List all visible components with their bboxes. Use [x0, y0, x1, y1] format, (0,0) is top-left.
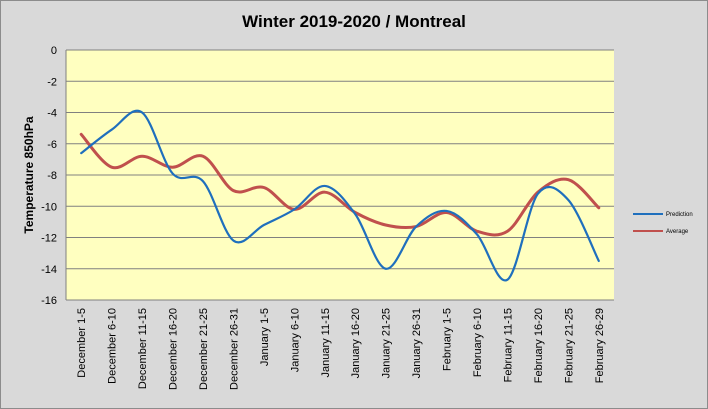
x-tick-label: January 26-31: [411, 308, 423, 378]
y-tick-labels: 0 -2 -4 -6 -8 -10 -12 -14 -16: [41, 45, 57, 307]
grid-lines: [66, 49, 614, 301]
x-tick-label: February 26-29: [594, 308, 606, 383]
x-tick-label: January 1-5: [259, 308, 271, 366]
series-lines: [79, 109, 601, 282]
x-tick-label: February 16-20: [533, 308, 545, 383]
x-tick-label: December 26-31: [228, 308, 240, 390]
y-tick-label: -10: [41, 201, 57, 213]
y-tick-label: -4: [47, 108, 57, 120]
y-axis-label: Temperature 850hPa: [22, 116, 36, 233]
x-tick-label: December 1-5: [76, 308, 88, 378]
legend: Prediction Average: [633, 212, 693, 235]
x-tick-label: January 21-25: [381, 308, 393, 378]
x-tick-label: February 21-25: [563, 308, 575, 383]
y-tick-label: 0: [51, 45, 57, 57]
average-line: [79, 132, 601, 237]
x-tick-label: February 1-5: [442, 308, 454, 371]
y-tick-label: -16: [41, 295, 57, 307]
x-tick-label: December 6-10: [107, 308, 119, 384]
x-tick-labels: December 1-5 December 6-10 December 11-15 D…: [76, 308, 606, 390]
x-tick-label: January 16-20: [350, 308, 362, 378]
prediction-line: [80, 109, 600, 282]
legend-label-average: Average: [666, 229, 689, 235]
x-tick-label: December 21-25: [198, 308, 210, 390]
chart-title: Winter 2019-2020 / Montreal: [242, 12, 466, 31]
y-tick-label: -6: [47, 139, 57, 151]
y-tick-label: -8: [47, 170, 57, 182]
x-tick-label: December 11-15: [137, 308, 149, 389]
x-tick-label: December 16-20: [168, 308, 180, 390]
x-tick-label: January 6-10: [289, 308, 301, 372]
x-tick-label: February 6-10: [472, 308, 484, 377]
y-tick-label: -12: [41, 233, 57, 245]
x-tick-label: January 11-15: [320, 308, 332, 378]
y-tick-label: -2: [47, 76, 57, 88]
legend-label-prediction: Prediction: [666, 212, 693, 218]
x-tick-label: February 11-15: [502, 308, 514, 382]
y-tick-label: -14: [41, 264, 57, 276]
